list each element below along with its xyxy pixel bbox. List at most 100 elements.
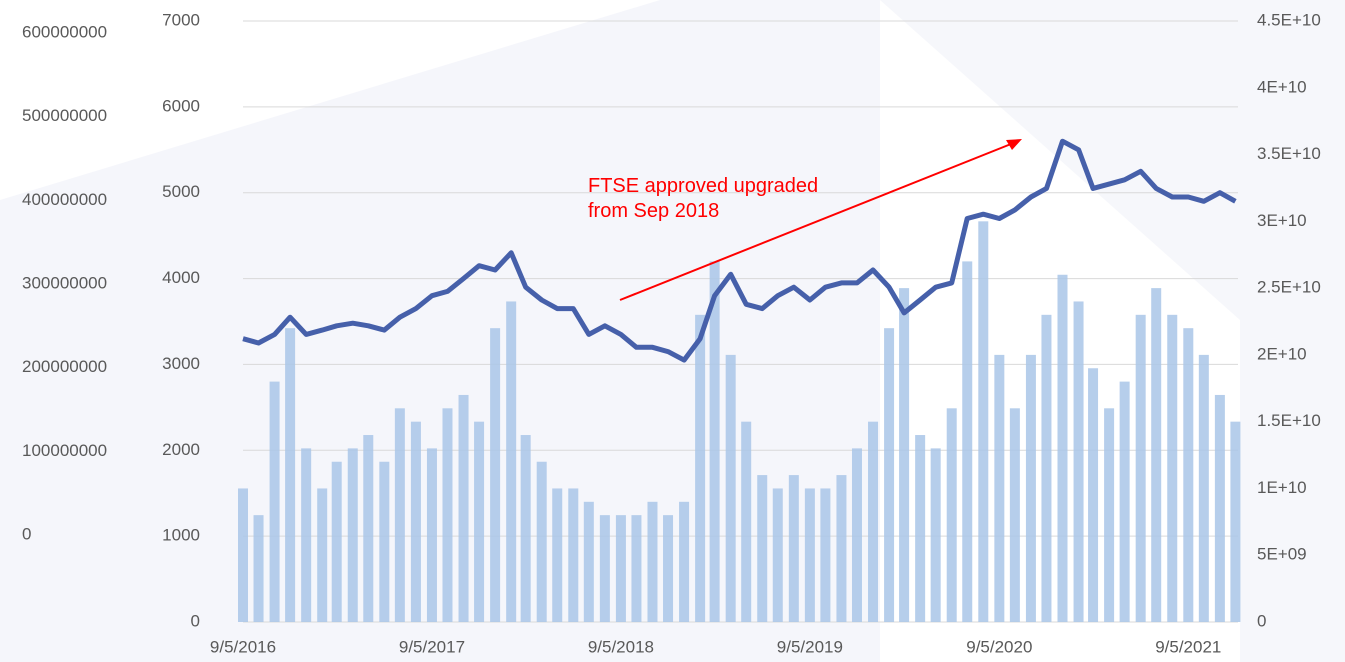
bar <box>269 381 280 622</box>
bar <box>410 421 421 622</box>
bar <box>599 515 610 622</box>
bar <box>851 448 862 622</box>
x-tick-label: 9/5/2016 <box>210 637 276 656</box>
annotation-line: from Sep 2018 <box>588 200 719 222</box>
y2-tick-label: 5E+09 <box>1257 545 1307 564</box>
y2-tick-label: 0 <box>1257 611 1266 630</box>
y2-tick-label: 2E+10 <box>1257 344 1307 363</box>
bar <box>1135 314 1146 622</box>
y-tick-label: 3000 <box>162 354 200 373</box>
bar <box>1041 314 1052 622</box>
annotation-arrow <box>619 141 1017 301</box>
bar <box>1009 408 1020 622</box>
bar <box>1073 301 1084 622</box>
bar <box>285 328 296 622</box>
bar <box>1025 354 1036 622</box>
bar <box>820 488 831 622</box>
bar <box>663 515 674 622</box>
bar <box>772 488 783 622</box>
x-tick-label: 9/5/2019 <box>777 637 843 656</box>
x-tick-label: 9/5/2017 <box>399 637 465 656</box>
y2-tick-label: 1E+10 <box>1257 478 1307 497</box>
bar <box>757 475 768 622</box>
bar <box>1198 354 1209 622</box>
bar <box>490 328 501 622</box>
y3-tick-label: 400000000 <box>22 190 107 209</box>
y-tick-label: 1000 <box>162 526 200 545</box>
bar <box>868 421 879 622</box>
bar <box>379 461 390 622</box>
bar <box>1214 394 1225 622</box>
x-tick-label: 9/5/2021 <box>1155 637 1221 656</box>
bar <box>520 435 531 622</box>
bar <box>1088 368 1099 622</box>
y-tick-label: 2000 <box>162 440 200 459</box>
bar <box>317 488 328 622</box>
bar <box>1057 274 1068 622</box>
bar <box>506 301 517 622</box>
bar <box>709 261 720 622</box>
annotation: FTSE approved upgraded from Sep 2018 <box>588 175 818 222</box>
bar <box>884 328 895 622</box>
bar <box>363 435 374 622</box>
bar <box>836 475 847 622</box>
bar <box>347 448 358 622</box>
bar <box>788 475 799 622</box>
bar <box>552 488 563 622</box>
bar <box>536 461 547 622</box>
bar <box>331 461 342 622</box>
bar <box>962 261 973 622</box>
y-tick-label: 6000 <box>162 96 200 115</box>
arrow-head <box>1006 139 1022 150</box>
bar <box>978 221 989 623</box>
bar <box>568 488 579 622</box>
bar <box>994 354 1005 622</box>
y2-tick-label: 4.5E+10 <box>1257 10 1321 29</box>
y3-tick-label: 300000000 <box>22 273 107 292</box>
bar <box>474 421 485 622</box>
bar <box>804 488 815 622</box>
y-tick-label: 0 <box>191 611 200 630</box>
bar <box>458 394 469 622</box>
y2-tick-label: 4E+10 <box>1257 77 1307 96</box>
y3-tick-label: 100000000 <box>22 441 107 460</box>
bar <box>631 515 642 622</box>
bar <box>426 448 437 622</box>
bar <box>647 501 658 622</box>
y3-tick-label: 600000000 <box>22 22 107 41</box>
plot-area: 0 1000 2000 3000 4000 5000 6000 7000 0 5E+09 1E+10… <box>22 10 1321 656</box>
y3-tick-label: 0 <box>22 524 31 543</box>
bar <box>930 448 941 622</box>
y2-tick-label: 2.5E+10 <box>1257 278 1321 297</box>
bar <box>1104 408 1115 622</box>
bar <box>1183 328 1194 622</box>
y-tick-label: 7000 <box>162 10 200 29</box>
bar <box>899 288 910 622</box>
y-tick-label: 4000 <box>162 268 200 287</box>
y3-tick-label: 500000000 <box>22 106 107 125</box>
x-tick-label: 9/5/2020 <box>966 637 1032 656</box>
y2-tick-label: 1.5E+10 <box>1257 411 1321 430</box>
bar <box>442 408 453 622</box>
y2-tick-label: 3E+10 <box>1257 211 1307 230</box>
bar <box>695 314 706 622</box>
line <box>242 138 1237 363</box>
bar <box>915 435 926 622</box>
bar <box>253 515 264 622</box>
annotation-line: FTSE approved upgraded <box>588 175 818 197</box>
bar <box>679 501 690 622</box>
bar <box>1230 421 1241 622</box>
bar <box>1151 288 1162 622</box>
bar <box>725 354 736 622</box>
bar <box>394 408 405 622</box>
bar <box>615 515 626 622</box>
bar <box>1119 381 1130 622</box>
y2-tick-label: 3.5E+10 <box>1257 144 1321 163</box>
bar <box>946 408 957 622</box>
bar <box>741 421 752 622</box>
bar <box>238 488 248 622</box>
bar <box>301 448 312 622</box>
y-tick-label: 5000 <box>162 182 200 201</box>
